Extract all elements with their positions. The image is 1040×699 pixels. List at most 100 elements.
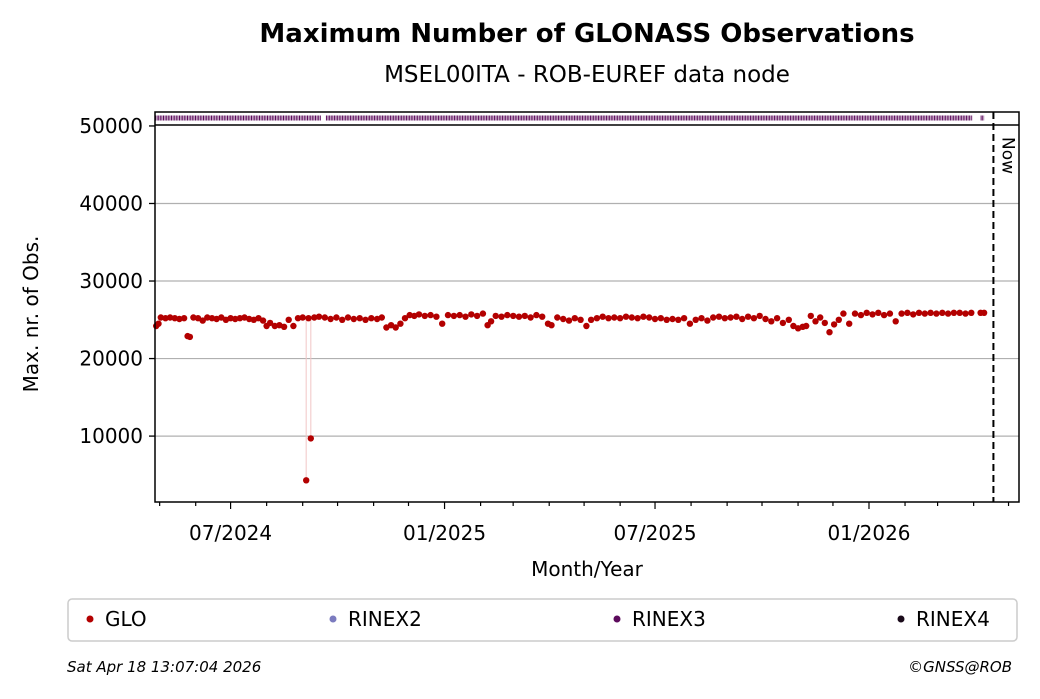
glo-point <box>492 312 499 320</box>
glo-point <box>498 313 505 320</box>
legend-label: RINEX2 <box>348 607 422 631</box>
glo-point <box>939 309 946 316</box>
legend: GLO RINEX2 RINEX3 RINEX4 <box>67 598 1018 642</box>
glo-point <box>851 310 859 317</box>
glo-point <box>204 314 211 321</box>
glo-point <box>356 315 363 322</box>
glo-point <box>915 309 923 316</box>
glo-point <box>350 315 357 323</box>
x-tick-label: 07/2025 <box>613 521 696 545</box>
glo-point <box>817 314 824 321</box>
glo-point <box>285 316 292 323</box>
glo-point <box>830 321 838 328</box>
glo-point <box>311 314 318 321</box>
glo-point <box>450 312 458 320</box>
y-tick-label: 20000 <box>79 347 143 371</box>
glo-point <box>710 314 717 321</box>
glo-point <box>892 318 899 325</box>
glo-point <box>785 316 792 323</box>
glo-point <box>980 309 988 316</box>
glo-point <box>510 312 517 320</box>
glo-point <box>462 313 469 320</box>
glo-point <box>533 311 540 319</box>
glo-point <box>628 314 635 321</box>
glo-point <box>646 314 653 321</box>
glo-point <box>186 333 194 341</box>
glo-point <box>956 309 963 316</box>
glo-point <box>669 315 676 323</box>
grid-lines <box>155 202 1019 437</box>
glo-point <box>840 310 847 317</box>
glo-point <box>698 315 705 322</box>
glo-point <box>565 317 573 324</box>
legend-marker <box>897 615 905 623</box>
glo-point <box>715 313 723 320</box>
glo-point <box>456 311 463 319</box>
glo-point <box>803 322 810 330</box>
glo-point <box>521 312 528 320</box>
glo-point <box>686 320 694 327</box>
glo-point <box>634 315 641 322</box>
glo-point <box>768 318 775 325</box>
glo-point <box>880 311 888 319</box>
glo-point <box>680 315 688 322</box>
glo-point <box>444 311 452 319</box>
glo-point <box>515 313 523 320</box>
glo-point <box>910 311 917 318</box>
glo-point <box>194 315 202 322</box>
glo-point <box>807 312 814 320</box>
glo-point <box>539 313 546 320</box>
chart-title: Maximum Number of GLONASS Observations <box>259 19 914 49</box>
glo-point <box>266 319 274 327</box>
glo-point <box>571 315 578 322</box>
glo-point <box>166 314 174 321</box>
glo-point <box>155 320 162 327</box>
glo-point <box>587 316 595 323</box>
glo-point <box>599 313 606 320</box>
glo-point <box>704 317 711 324</box>
glo-point <box>303 477 310 484</box>
plot-frame: Now <box>154 111 1020 503</box>
glo-point <box>962 310 969 317</box>
footer-credit: ©GNSS@ROB <box>908 658 1012 676</box>
glo-point <box>415 311 423 318</box>
glo-point <box>339 316 346 323</box>
glo-point <box>927 309 934 316</box>
glo-point <box>180 315 188 322</box>
glo-point <box>439 320 446 327</box>
glo-point <box>875 309 882 316</box>
glo-point <box>392 324 399 331</box>
glo-point <box>378 314 385 321</box>
glo-point <box>904 309 911 316</box>
glo-point <box>593 315 601 322</box>
glo-point <box>157 314 164 321</box>
glo-point <box>675 316 682 323</box>
chart-subtitle: MSEL00ITA - ROB-EUREF data node <box>384 62 790 88</box>
glo-point <box>527 314 534 321</box>
legend-marker <box>613 615 621 623</box>
x-tick-label: 01/2026 <box>827 521 910 545</box>
glo-point <box>611 314 618 321</box>
glo-point <box>692 316 699 323</box>
glo-point <box>821 319 828 327</box>
glo-point <box>750 315 758 322</box>
legend-label: GLO <box>105 607 147 631</box>
y-tick-label: 50000 <box>79 114 143 138</box>
glo-point <box>886 310 894 317</box>
glo-point <box>299 314 306 321</box>
glo-point <box>616 315 624 322</box>
glo-point <box>727 314 734 321</box>
glo-point <box>622 313 630 320</box>
glo-point <box>846 320 853 327</box>
glo-point <box>401 315 409 322</box>
glo-point <box>397 320 404 327</box>
glo-point <box>577 316 584 323</box>
glo-point <box>344 314 352 321</box>
glo-point <box>583 322 590 330</box>
glo-point <box>968 309 975 316</box>
legend-label: RINEX4 <box>916 607 990 631</box>
legend-box <box>67 598 1018 642</box>
x-tick-label: 07/2024 <box>189 521 272 545</box>
plot-series <box>153 115 988 484</box>
glo-point <box>305 315 312 322</box>
